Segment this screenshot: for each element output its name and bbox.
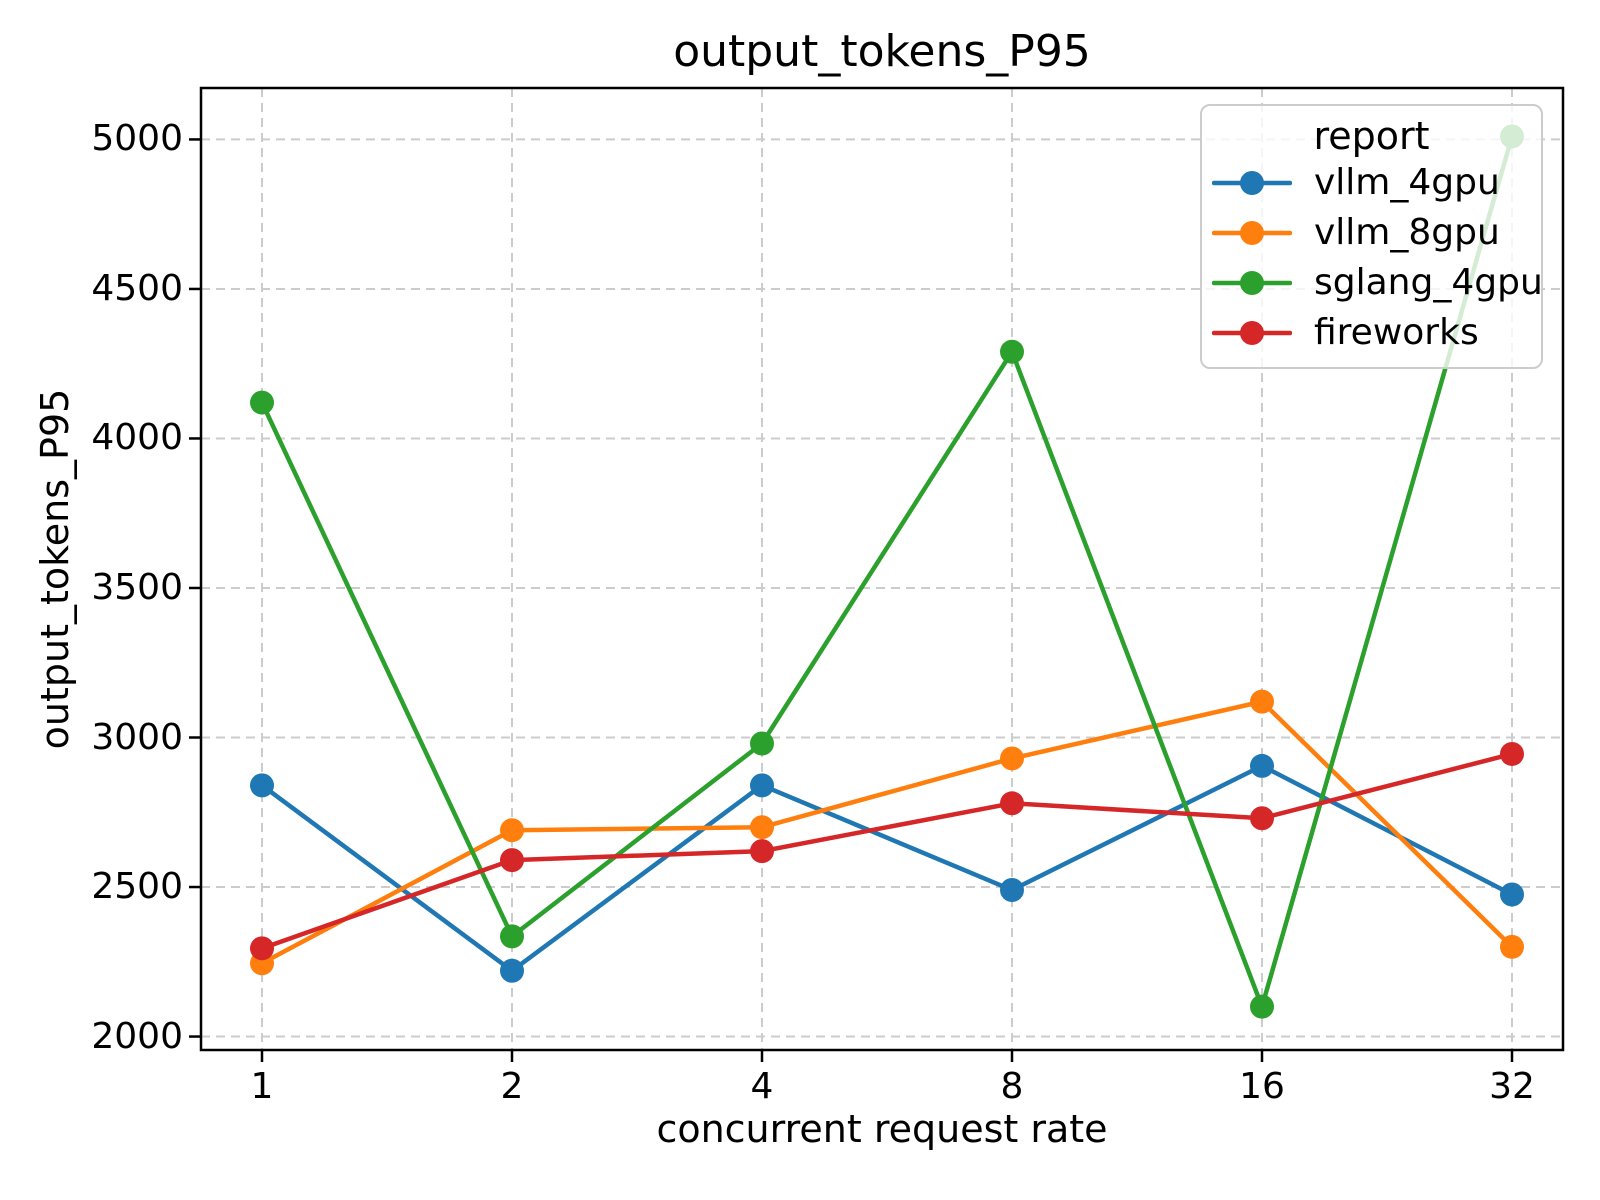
data-point-sglang_4gpu-x4 [750,731,774,756]
series-fireworks [250,741,1524,961]
legend-item-vllm_4gpu: vllm_4gpu [1212,158,1541,208]
data-point-sglang_4gpu-x16 [1250,994,1274,1019]
legend-swatch-sglang_4gpu [1212,271,1292,295]
legend-marker-icon [1240,321,1264,345]
chart-title: output_tokens_P95 [673,26,1091,77]
data-point-vllm_4gpu-x32 [1500,882,1524,907]
data-point-vllm_4gpu-x2 [500,958,524,983]
data-point-fireworks-x2 [500,848,524,873]
plot-border [199,86,1565,1052]
data-point-vllm_4gpu-x16 [1250,753,1274,778]
y-tick-label: 2500 [91,866,183,908]
x-axis-label: concurrent request rate [656,1107,1108,1151]
legend-label: vllm_4gpu [1314,162,1500,203]
legend-label: fireworks [1314,312,1479,353]
series-line-sglang_4gpu [259,134,1515,1009]
legend-swatch-vllm_4gpu [1212,171,1292,195]
y-tick-label: 3000 [91,716,183,758]
y-axis-label: output_tokens_P95 [33,388,77,750]
legend-title: report [1313,114,1430,158]
series-line-vllm_4gpu [259,763,1515,974]
legend-item-vllm_8gpu: vllm_8gpu [1212,208,1541,258]
data-point-fireworks-x8 [1000,791,1024,816]
x-tick-label: 8 [1000,1066,1024,1107]
legend-label: vllm_8gpu [1314,212,1500,253]
legend-marker-icon [1240,171,1264,195]
data-point-vllm_8gpu-x8 [1000,746,1024,771]
y-tick-label: 2000 [91,1015,183,1057]
legend-marker-icon [1240,271,1264,295]
y-tick-label: 3500 [91,566,183,608]
series-vllm_8gpu [250,689,1524,976]
legend-item-sglang_4gpu: sglang_4gpu [1212,258,1543,308]
data-point-sglang_4gpu-x1 [250,390,274,415]
data-point-vllm_8gpu-x4 [750,815,774,840]
x-tick-label: 32 [1489,1066,1535,1107]
data-point-vllm_4gpu-x4 [750,773,774,798]
legend-swatch-fireworks [1212,321,1292,345]
x-tick-label: 4 [750,1066,774,1107]
data-point-sglang_4gpu-x2 [500,924,524,949]
legend-label: sglang_4gpu [1314,262,1543,303]
x-tick-label: 2 [500,1066,524,1107]
data-point-fireworks-x1 [250,936,274,961]
data-point-fireworks-x16 [1250,806,1274,831]
y-tick-label: 4500 [91,267,183,309]
legend-items: vllm_4gpu vllm_8gpu sglang_4gpu fireworks [1212,158,1543,358]
x-tick-label: 16 [1239,1066,1285,1107]
data-point-sglang_4gpu-x8 [1000,339,1024,364]
y-tick-label: 5000 [91,118,183,160]
data-point-vllm_8gpu-x16 [1250,689,1274,714]
data-point-vllm_4gpu-x8 [1000,878,1024,903]
tick-marks [189,138,1514,1062]
data-point-vllm_4gpu-x1 [250,773,274,798]
data-point-vllm_8gpu-x32 [1500,934,1524,959]
series-line-fireworks [259,751,1515,951]
y-tick-label: 4000 [91,417,183,459]
data-point-fireworks-x4 [750,839,774,864]
series-vllm_4gpu [250,753,1524,983]
legend-item-fireworks: fireworks [1212,308,1541,358]
legend-marker-icon [1240,221,1264,245]
legend-swatch-vllm_8gpu [1212,221,1292,245]
data-point-fireworks-x32 [1500,741,1524,766]
data-point-vllm_8gpu-x2 [500,818,524,843]
x-tick-label: 1 [250,1066,274,1107]
